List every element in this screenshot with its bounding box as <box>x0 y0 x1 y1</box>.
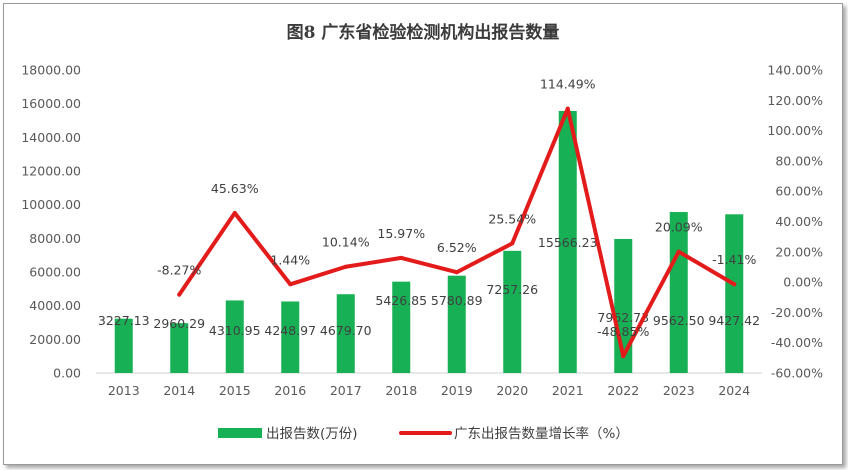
line-data-label: 15.97% <box>377 226 425 241</box>
x-axis-tick-label: 2016 <box>274 383 306 398</box>
left-axis-tick-label: 18000.00 <box>21 63 81 78</box>
line-data-label: 20.09% <box>655 220 703 235</box>
legend-bar-swatch <box>218 428 262 438</box>
bar-data-label: 2960.29 <box>153 316 205 331</box>
line-point <box>510 241 515 246</box>
bar <box>447 275 466 373</box>
line-point <box>288 282 293 287</box>
x-axis-tick-label: 2018 <box>385 383 417 398</box>
bar-data-label: 4310.95 <box>209 323 261 338</box>
bar <box>336 294 355 373</box>
line-point <box>732 282 737 287</box>
line-data-labels: -8.27% 45.63% 1.44% 10.14% 15.97% 6.52% 25.54%… <box>157 77 756 339</box>
legend-bar-label: 出报告数(万份) <box>266 426 358 442</box>
line-data-label: 45.63% <box>211 181 259 196</box>
right-axis-tick-label: 120.00% <box>767 93 823 108</box>
left-axis-tick-label: 6000.00 <box>29 265 81 280</box>
bar <box>281 301 300 373</box>
line-point <box>621 354 626 359</box>
bar <box>669 212 688 373</box>
bar <box>170 323 189 373</box>
bar-series <box>114 110 744 374</box>
right-axis-tick-label: -60.00% <box>771 366 823 381</box>
line-data-label: 10.14% <box>322 235 370 250</box>
chart-title: 图8 广东省检验检测机构出报告数量 <box>287 22 560 43</box>
right-axis-tick-label: 0.00% <box>783 275 823 290</box>
right-axis-tick-label: -20.00% <box>771 305 823 320</box>
right-axis-tick-label: 40.00% <box>775 214 823 229</box>
line-point <box>177 292 182 297</box>
left-axis-tick-label: 10000.00 <box>21 197 81 212</box>
bar <box>503 250 522 373</box>
bar-data-label: 5426.85 <box>375 293 427 308</box>
right-axis-tick-label: 140.00% <box>767 63 823 78</box>
right-axis-tick-label: 80.00% <box>775 153 823 168</box>
line-data-label: 25.54% <box>488 211 536 226</box>
x-axis-tick-label: 2019 <box>441 383 473 398</box>
x-axis-tick-label: 2020 <box>496 383 528 398</box>
x-axis-tick-label: 2013 <box>108 383 140 398</box>
x-axis-tick-label: 2024 <box>718 383 750 398</box>
bar <box>392 281 411 373</box>
x-axis-tick-label: 2023 <box>663 383 695 398</box>
bar-data-label: 15566.23 <box>538 235 598 250</box>
x-axis-tick-label: 2022 <box>607 383 639 398</box>
line-point <box>343 264 348 269</box>
right-axis-tick-label: 60.00% <box>775 184 823 199</box>
bar <box>114 318 133 373</box>
line-point <box>399 255 404 260</box>
chart-svg: 图8 广东省检验检测机构出报告数量 0.00 2000.00 4000.00 6000… <box>21 22 823 442</box>
bar-data-label: 9562.50 <box>653 313 705 328</box>
bar <box>558 110 577 374</box>
bar-data-label: 5780.89 <box>431 293 483 308</box>
right-axis: -60.00% -40.00% -20.00% 0.00% 20.00% 40.00% 60… <box>767 63 823 381</box>
line-data-label: -48.85% <box>597 324 649 339</box>
line-point <box>676 249 681 254</box>
x-axis-tick-label: 2014 <box>163 383 195 398</box>
bar-data-label: 4679.70 <box>320 323 372 338</box>
line-data-label: -8.27% <box>157 263 201 278</box>
bar-data-label: 9427.42 <box>708 313 760 328</box>
left-axis-tick-label: 12000.00 <box>21 164 81 179</box>
line-data-label: -1.41% <box>712 252 756 267</box>
bar-data-label: 7962.73 <box>597 310 649 325</box>
legend-line-label: 广东出报告数量增长率（%） <box>454 425 629 442</box>
left-axis-tick-label: 8000.00 <box>29 231 81 246</box>
line-point <box>232 210 237 215</box>
left-axis-tick-label: 16000.00 <box>21 96 81 111</box>
right-axis-tick-label: 20.00% <box>775 244 823 259</box>
left-axis-tick-label: 4000.00 <box>29 298 81 313</box>
left-axis-tick-label: 0.00 <box>53 366 81 381</box>
left-axis: 0.00 2000.00 4000.00 6000.00 8000.00 10000.00… <box>21 63 81 381</box>
bar <box>225 300 244 373</box>
legend: 出报告数(万份) 广东出报告数量增长率（%） <box>218 425 629 442</box>
line-data-label: 114.49% <box>540 77 596 92</box>
x-axis: 2013 2014 2015 2016 2017 2018 2019 2020 2021 2022… <box>108 383 750 398</box>
line-point <box>454 270 459 275</box>
x-axis-tick-label: 2021 <box>552 383 584 398</box>
bar-data-label: 3227.13 <box>98 313 150 328</box>
line-series <box>177 106 737 359</box>
bar-data-label: 7257.26 <box>486 282 538 297</box>
chart-frame: 图8 广东省检验检测机构出报告数量 0.00 2000.00 4000.00 6000… <box>3 3 843 465</box>
line-point <box>565 106 570 111</box>
bar-data-labels: 3227.13 2960.29 4310.95 4248.97 4679.705426.… <box>98 235 760 338</box>
bar <box>725 214 744 373</box>
line-data-label: 6.52% <box>437 240 477 255</box>
bar-data-label: 4248.97 <box>264 323 316 338</box>
x-axis-tick-label: 2017 <box>330 383 362 398</box>
left-axis-tick-label: 14000.00 <box>21 130 81 145</box>
right-axis-tick-label: -40.00% <box>771 335 823 350</box>
right-axis-tick-label: 100.00% <box>767 123 823 138</box>
left-axis-tick-label: 2000.00 <box>29 332 81 347</box>
line-data-label: 1.44% <box>270 252 310 267</box>
x-axis-tick-label: 2015 <box>219 383 251 398</box>
